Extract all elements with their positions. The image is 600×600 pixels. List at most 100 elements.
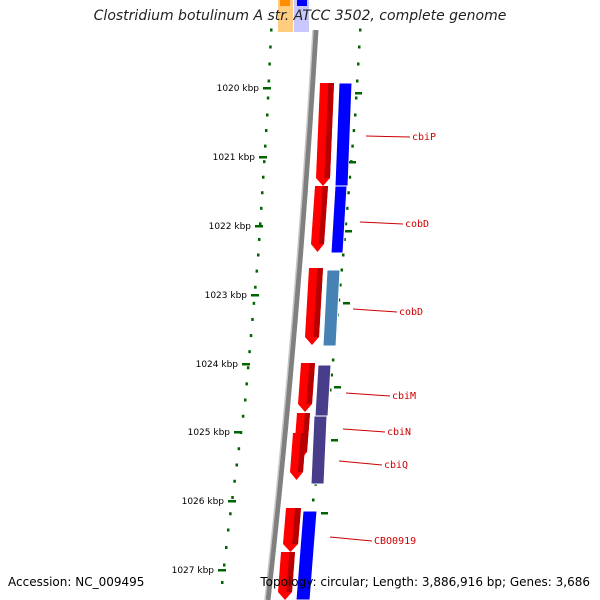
ring-dot	[237, 447, 241, 451]
blast-bar-steel	[322, 269, 341, 347]
backbone-ring-highlight	[264, 29, 314, 600]
label-leader-line	[338, 460, 383, 466]
gene-features	[278, 82, 353, 600]
cds-arrow	[283, 508, 301, 552]
gene-label: cbiQ	[384, 460, 408, 471]
cds-arrow-shade	[313, 268, 323, 337]
summary-text: Topology: circular; Length: 3,886,916 bp…	[260, 575, 590, 589]
tick-label: 1024 kbp	[196, 360, 239, 370]
label-leader-line	[342, 428, 386, 433]
cds-arrow-shade	[306, 363, 315, 404]
tick-label: 1027 kbp	[172, 566, 215, 576]
ring-dot	[265, 129, 268, 133]
ring-dot	[252, 301, 256, 305]
ring-dot	[235, 463, 238, 467]
cds-arrow-shade	[292, 508, 301, 544]
top-feature-blue-light	[294, 0, 309, 32]
top-features	[278, 0, 309, 32]
ring-dot	[264, 144, 267, 148]
label-leader-line	[365, 135, 411, 138]
tick-label: 1020 kbp	[217, 84, 260, 94]
tick-mark	[255, 225, 263, 228]
ring-dot	[241, 414, 245, 418]
blast-bar-purple	[314, 364, 332, 417]
tick-mark	[228, 500, 236, 503]
ring-dot	[269, 45, 272, 49]
ring-dot	[330, 373, 333, 377]
ring-dot	[357, 62, 360, 66]
cds-arrow	[298, 363, 315, 412]
ring-dot	[221, 581, 224, 584]
cds-arrow-shade	[297, 433, 306, 472]
accession-text: Accession: NC_009495	[8, 575, 145, 589]
ring-dot	[260, 206, 263, 210]
tick-label: 1025 kbp	[188, 428, 231, 438]
ring-dot	[225, 546, 228, 549]
ring-dot	[354, 113, 357, 117]
gene-label: CBO0919	[374, 536, 416, 547]
outer-tick-mark	[334, 386, 341, 389]
label-leader-line	[329, 536, 373, 542]
backbone-ring	[265, 29, 319, 600]
ring-dot	[262, 175, 265, 179]
map-title: Clostridium botulinum A str. ATCC 3502, …	[93, 8, 507, 24]
ring-dot	[268, 62, 271, 66]
gene-label: cobD	[399, 307, 423, 318]
ring-dot	[343, 237, 346, 241]
gene-label: cobD	[405, 219, 429, 230]
ring-dot	[270, 28, 273, 32]
ring-dot	[346, 206, 349, 210]
top-feature-orange	[280, 0, 290, 6]
top-feature-orange-light	[278, 0, 293, 32]
ring-dot	[258, 237, 261, 241]
ring-dot	[355, 96, 358, 100]
cds-arrow	[311, 186, 328, 252]
ring-dot	[245, 382, 248, 386]
blast-bar-purple	[310, 415, 328, 485]
cds-arrow-shade	[324, 83, 334, 178]
ring-dot	[254, 285, 257, 289]
gene-label: cbiN	[387, 427, 411, 438]
cds-arrow	[316, 83, 334, 186]
tick-mark	[242, 363, 250, 366]
tick-label: 1023 kbp	[205, 291, 248, 301]
ring-dot	[348, 175, 352, 179]
tick-label: 1026 kbp	[182, 497, 225, 507]
ring-dot	[340, 268, 344, 272]
ring-dot	[227, 528, 230, 532]
scale-ticks: 1020 kbp 1021 kbp 1022 kbp 1023 kbp 1024 kbp…	[172, 84, 362, 576]
outer-tick-mark	[349, 161, 356, 164]
outer-tick-mark	[345, 230, 352, 233]
outer-tick-mark	[343, 302, 350, 305]
label-leader-line	[345, 392, 391, 397]
cds-arrow-shade	[318, 186, 328, 244]
outer-tick-mark	[321, 512, 328, 515]
gene-labels: cbiP cobD cobD cbiM cbiN cbiQ CBO0919	[329, 132, 436, 547]
ring-dot	[344, 222, 348, 226]
cds-arrow	[290, 433, 306, 480]
ring-dot	[263, 160, 266, 164]
ring-dot	[223, 563, 226, 567]
ring-dot	[351, 144, 354, 148]
tick-mark	[218, 569, 226, 572]
tick-label: 1021 kbp	[213, 153, 256, 163]
ring-dot	[259, 222, 262, 226]
tick-mark	[263, 87, 271, 90]
ring-dot	[267, 79, 271, 83]
outer-tick-mark	[355, 92, 362, 95]
ring-dot	[356, 79, 359, 83]
tick-mark	[234, 431, 242, 434]
cds-arrow	[305, 268, 323, 345]
ring-dot	[359, 28, 362, 32]
ring-dot	[257, 253, 260, 257]
tick-mark	[251, 294, 259, 297]
ring-dot	[244, 398, 247, 402]
ring-dot	[339, 283, 342, 287]
ring-dot	[358, 45, 361, 49]
top-feature-blue	[297, 0, 307, 6]
ring-dot	[266, 113, 269, 117]
tick-label: 1022 kbp	[209, 222, 252, 232]
label-leader-line	[352, 308, 398, 313]
ring-dot	[352, 129, 356, 133]
